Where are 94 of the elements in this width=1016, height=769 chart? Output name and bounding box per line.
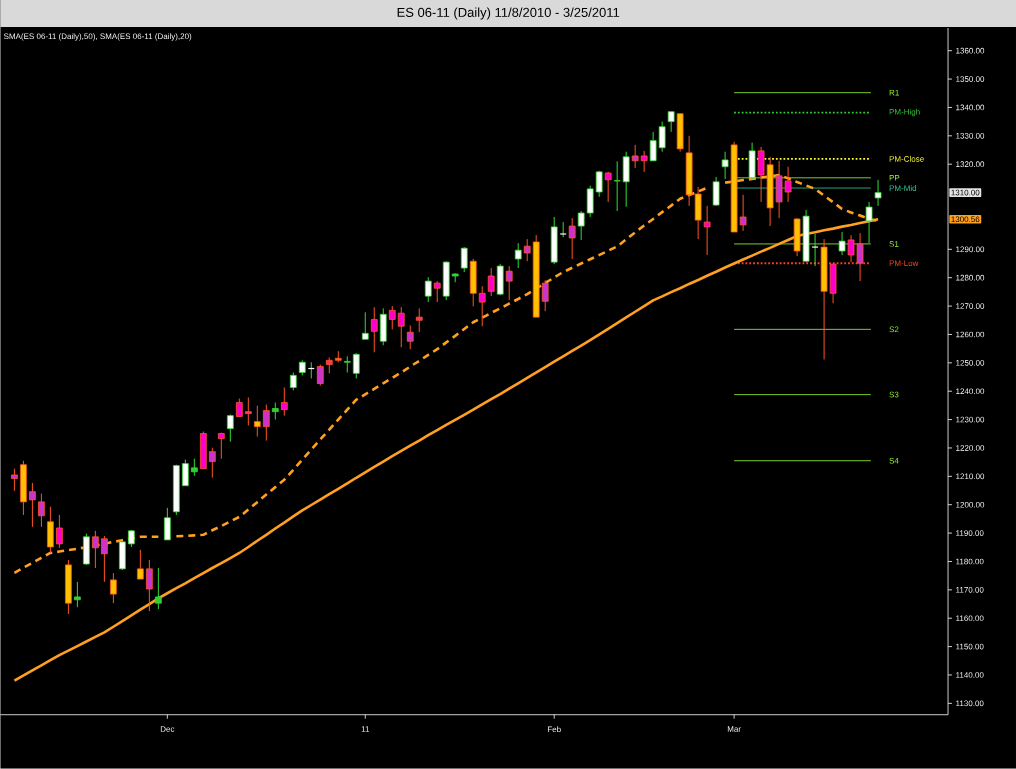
candlestick [514, 242, 522, 269]
candlestick [568, 217, 576, 260]
ref-line-label: R1 [889, 90, 899, 96]
candlestick [613, 161, 621, 212]
candlestick [703, 205, 711, 256]
ref-line-label: PM-Low [889, 260, 919, 267]
candlestick [38, 493, 45, 528]
candlestick [92, 530, 99, 569]
candlestick [541, 279, 549, 312]
candlestick [865, 201, 873, 244]
ref-line-label: PP [889, 175, 900, 181]
text: SMA(ES 06-11 (Daily),50), SMA(ES 06-11 (Daily),20) [3, 33, 192, 41]
candlestick [874, 179, 882, 207]
ref-line-label: S2 [889, 326, 899, 333]
y-tick-label: 1330.00 [956, 133, 985, 139]
candlestick [74, 581, 81, 608]
candlestick [244, 397, 252, 427]
candlestick [487, 267, 495, 297]
text: 1310.00 [951, 189, 980, 196]
y-tick-label: 1260.00 [956, 331, 985, 338]
y-tick-label: 1280.00 [956, 275, 985, 281]
y-tick-label: 1170.00 [956, 587, 984, 593]
y-tick-label: 1270.00 [956, 303, 985, 310]
y-tick-label: 1230.00 [956, 416, 985, 423]
y-tick-label: 1160.00 [956, 615, 984, 622]
x-tick-label: Feb [547, 726, 561, 733]
ref-line-label: S1 [889, 241, 899, 247]
ref-line-label: S3 [889, 391, 899, 398]
candlestick [631, 144, 639, 169]
candlestick [649, 131, 657, 162]
candlestick [604, 171, 612, 203]
y-tick-label: 1200.00 [956, 502, 985, 508]
candlestick [208, 447, 216, 479]
candlestick [478, 285, 486, 327]
candlestick [595, 170, 603, 198]
y-tick-label: 1180.00 [956, 558, 984, 565]
candlestick [361, 311, 369, 340]
candlestick [424, 276, 432, 303]
ref-line-label: PM-Close [889, 156, 924, 162]
candlestick [460, 246, 468, 273]
candlestick [136, 549, 144, 580]
y-tick-label: 1350.00 [956, 76, 985, 83]
candlestick [101, 535, 108, 583]
candlestick [29, 482, 36, 528]
candlestick [406, 325, 414, 350]
candlestick [262, 404, 270, 442]
candlestick [217, 432, 225, 460]
candlestick [838, 231, 846, 256]
x-tick-label: Dec [160, 726, 175, 732]
ref-line-label: PM-Mid [889, 185, 917, 192]
candlestick [11, 468, 18, 492]
candlestick [280, 387, 288, 417]
candlestick [415, 308, 423, 333]
y-tick-label: 1320.00 [956, 161, 985, 168]
candlestick [154, 567, 162, 610]
candlestick [352, 352, 360, 380]
y-tick-label: 1150.00 [956, 643, 984, 650]
candlestick [181, 459, 189, 487]
candlestick [388, 305, 396, 331]
y-tick-label: 1130.00 [956, 700, 984, 707]
ref-line-label: PM-High [889, 108, 920, 117]
candlestick [397, 306, 405, 348]
candlestick [145, 559, 153, 612]
candlestick [667, 111, 675, 133]
candlestick [712, 176, 720, 207]
candlestick [640, 150, 648, 173]
y-tick-label: 1250.00 [956, 360, 985, 366]
y-tick-label: 1290.00 [956, 246, 985, 253]
text: 1300.56 [951, 216, 980, 223]
candlestick [811, 233, 819, 267]
x-tick-label: 11 [361, 726, 370, 732]
candlestick [56, 514, 63, 549]
candlestick [433, 280, 441, 303]
y-tick-label: 1210.00 [956, 473, 985, 480]
candlestick [316, 364, 324, 387]
candlestick [658, 121, 666, 153]
candlestick [226, 414, 234, 443]
candlestick [577, 210, 585, 241]
candlestick [253, 405, 261, 438]
x-tick-label: Mar [727, 726, 741, 732]
ref-line-label: S4 [889, 458, 899, 464]
chart-title: ES 06-11 (Daily) 11/8/2010 - 3/25/2011 [397, 7, 620, 20]
y-tick-label: 1140.00 [956, 672, 984, 678]
candlestick [505, 265, 513, 301]
candlestick [370, 306, 378, 353]
candlestick [523, 238, 531, 262]
y-tick-label: 1190.00 [956, 530, 984, 537]
candlestick [721, 151, 729, 180]
y-tick-label: 1360.00 [956, 48, 985, 54]
candlestick [163, 507, 171, 541]
candlestick [110, 572, 117, 604]
y-tick-label: 1340.00 [956, 104, 985, 111]
y-tick-label: 1240.00 [956, 388, 985, 395]
y-tick-label: 1220.00 [956, 445, 985, 451]
